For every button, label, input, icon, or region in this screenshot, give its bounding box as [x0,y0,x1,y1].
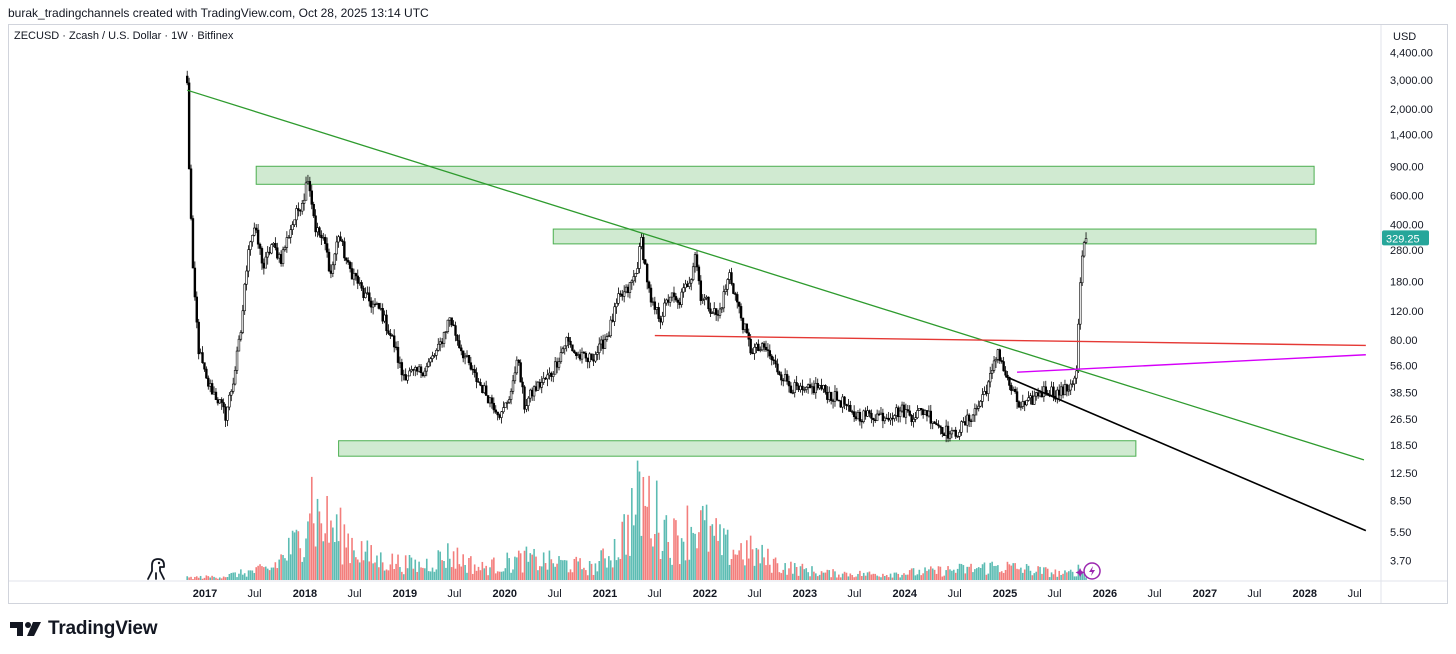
chart-frame [8,24,1448,604]
chart-credit: burak_tradingchannels created with Tradi… [8,6,429,20]
tradingview-logo[interactable]: TradingView [10,618,158,640]
tradingview-logo-icon [10,622,41,636]
symbol-description[interactable]: ZECUSD · Zcash / U.S. Dollar · 1W · Bitf… [14,30,234,42]
tradingview-logo-text: TradingView [48,618,158,639]
